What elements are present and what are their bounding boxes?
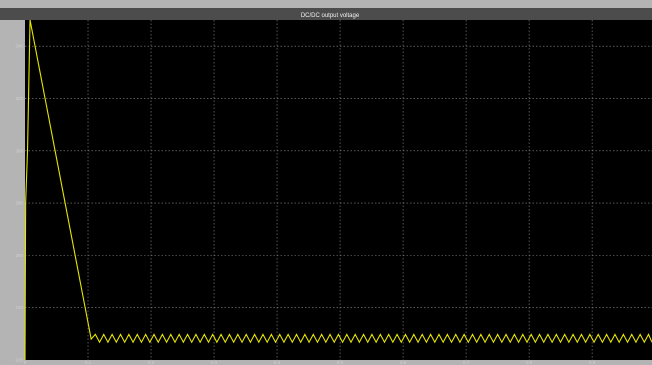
title-bar: [0, 8, 652, 20]
x-tick-label: 0.3: [211, 360, 218, 365]
x-tick-label: 0: [24, 360, 27, 365]
plot-area: [25, 20, 652, 360]
x-tick-label: 0.6: [400, 360, 407, 365]
x-tick-label: 0.7: [463, 360, 470, 365]
y-tick-label: 320: [15, 96, 23, 101]
y-axis-ticks: 220 240 260 280 300 320 340: [15, 44, 23, 363]
y-tick-label: 300: [15, 148, 23, 153]
y-tick-label: 280: [15, 201, 23, 206]
x-tick-label: 0.1: [85, 360, 92, 365]
y-tick-label: 220: [15, 358, 23, 363]
x-tick-label: 0.8: [526, 360, 533, 365]
y-tick-label: 340: [15, 44, 23, 49]
x-tick-label: 0.9: [589, 360, 596, 365]
x-tick-label: 0.5: [337, 360, 344, 365]
y-tick-label: 260: [15, 253, 23, 258]
chart-title: DC/DC output voltage: [301, 13, 360, 19]
x-tick-label: 0.2: [148, 360, 155, 365]
x-tick-label: 0.4: [274, 360, 281, 365]
x-axis-ticks: 0 0.1 0.2 0.3 0.4 0.5 0.6 0.7 0.8 0.9: [24, 360, 596, 365]
series-line: [24, 19, 652, 361]
grid: [25, 20, 652, 360]
y-tick-label: 240: [15, 305, 23, 310]
